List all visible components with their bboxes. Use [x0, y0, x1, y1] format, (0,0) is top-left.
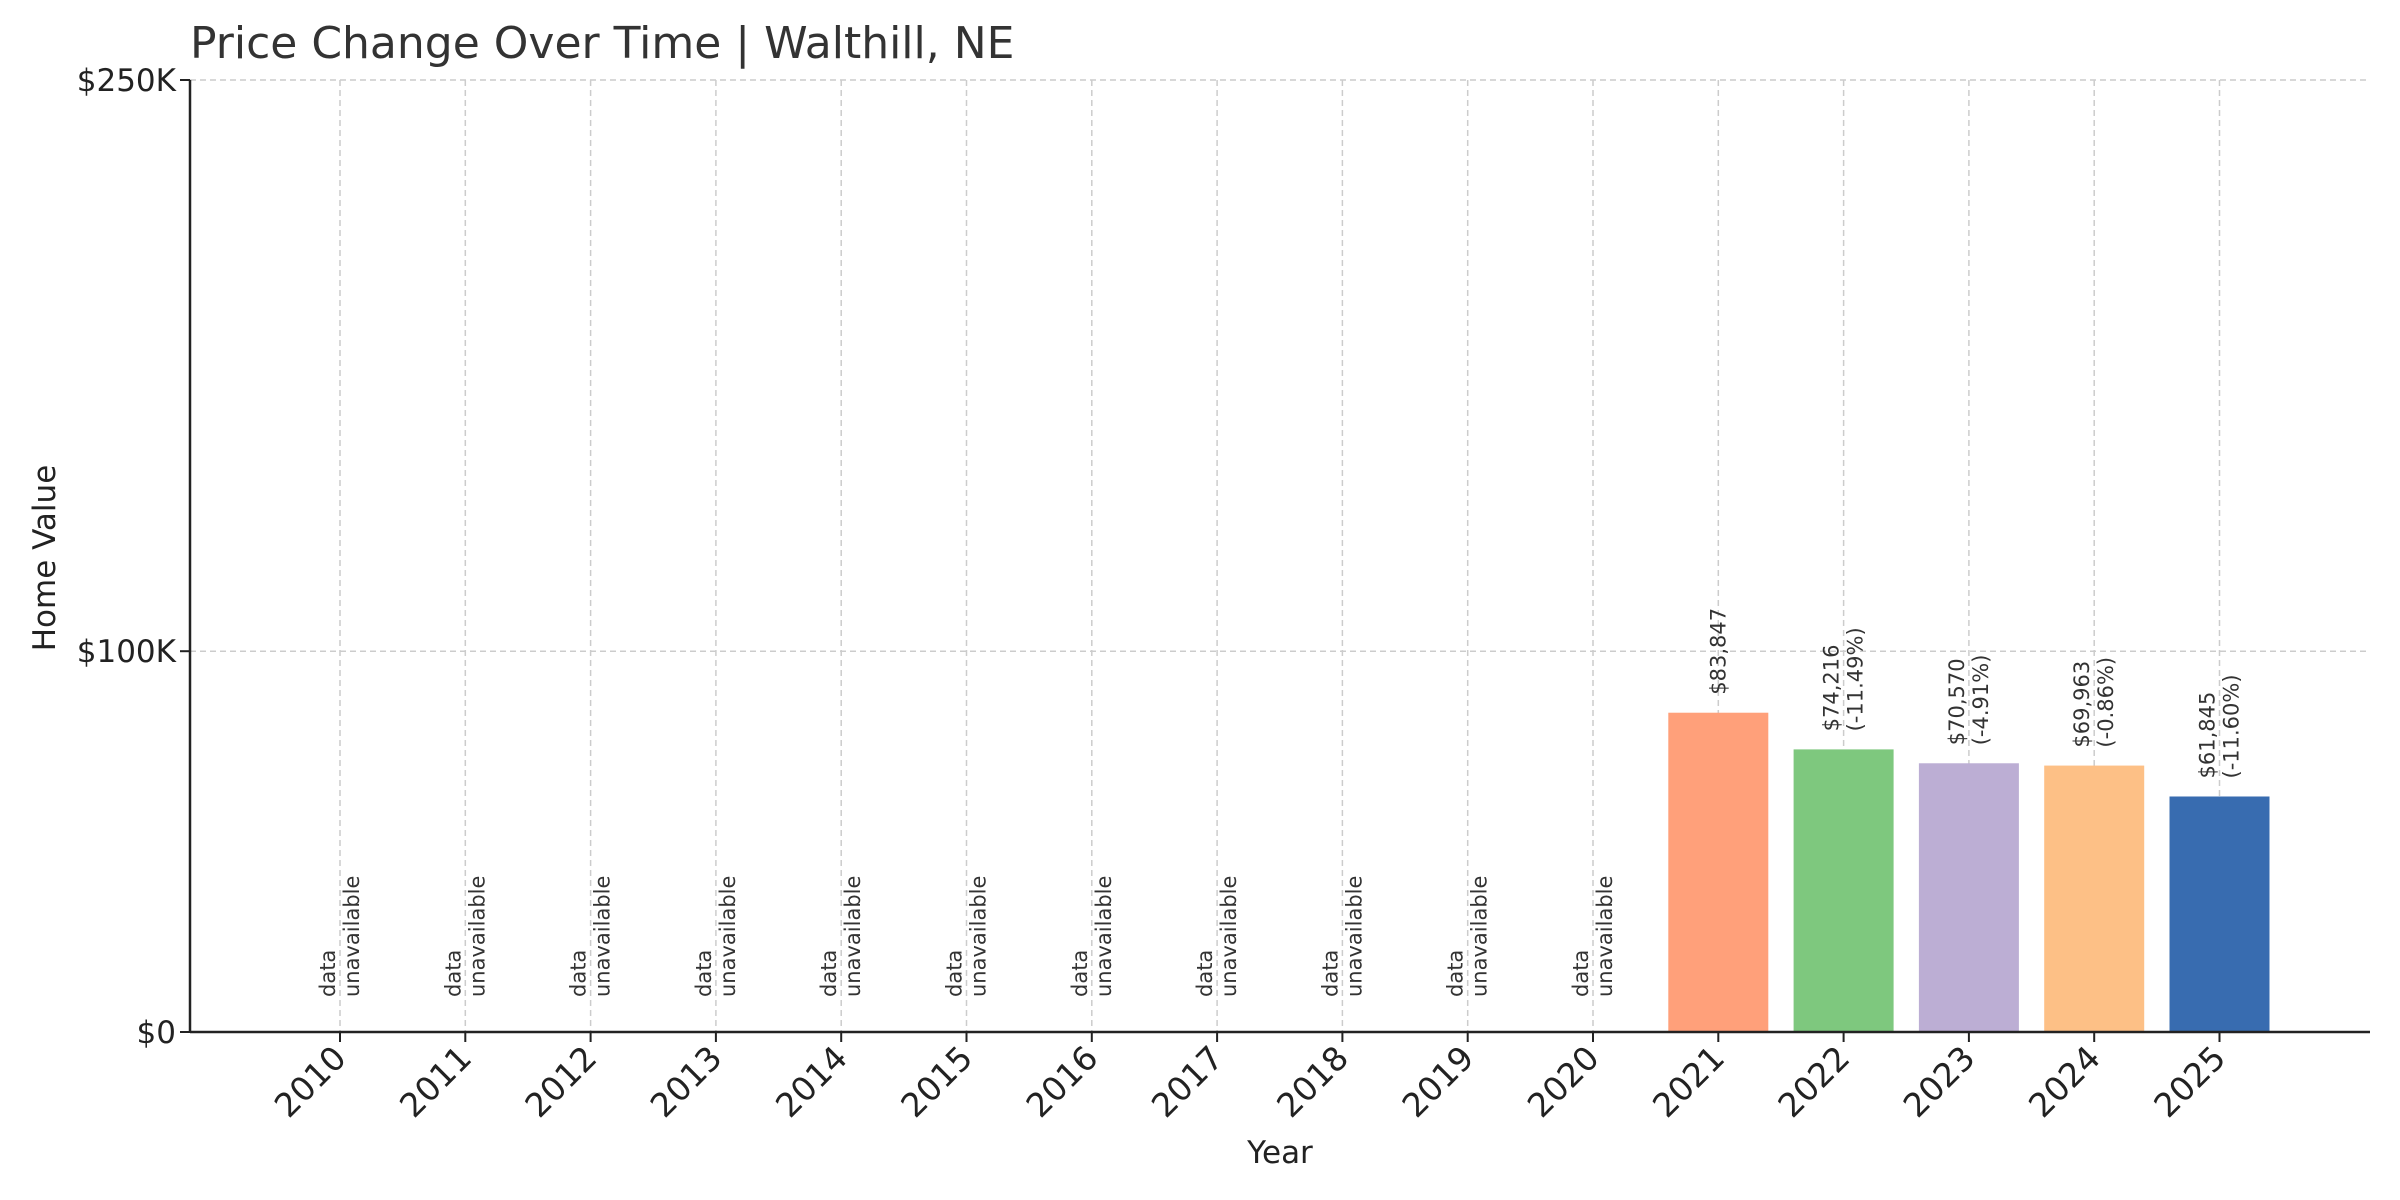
value-label: unavailable — [1593, 876, 1617, 997]
value-label: data — [441, 950, 465, 997]
value-label: (-11.60%) — [2220, 674, 2244, 778]
value-label: data — [1318, 950, 1342, 997]
value-label: data — [567, 950, 591, 997]
value-label: data — [817, 950, 841, 997]
x-tick-label: 2019 — [1394, 1038, 1481, 1125]
value-label: unavailable — [1217, 876, 1241, 997]
x-tick-label: 2014 — [768, 1038, 855, 1125]
y-tick-labels: $0 $100K $250K — [77, 63, 177, 1051]
x-tick-label: 2011 — [392, 1038, 479, 1125]
x-tick-label: 2010 — [267, 1038, 354, 1125]
value-label: unavailable — [1092, 876, 1116, 997]
value-label: unavailable — [1468, 876, 1492, 997]
value-label: (-11.49%) — [1844, 627, 1868, 731]
x-tick-labels: 2010 2011 2012 2013 2014 2015 2016 2017 2018 2019… — [267, 1038, 2233, 1125]
value-label: data — [1569, 950, 1593, 997]
value-label: data — [1444, 950, 1468, 997]
x-tick-label: 2018 — [1269, 1038, 1356, 1125]
bar — [1918, 763, 2019, 1032]
x-tick-label: 2023 — [1896, 1038, 1983, 1125]
value-label: unavailable — [340, 876, 364, 997]
x-axis-label: Year — [1246, 1135, 1313, 1171]
x-tick-label: 2016 — [1018, 1038, 1105, 1125]
bars — [1668, 712, 2270, 1032]
value-label: unavailable — [591, 876, 615, 997]
x-tick-label: 2025 — [2146, 1038, 2233, 1125]
y-tick-label: $0 — [137, 1015, 176, 1051]
value-label: unavailable — [1342, 876, 1366, 997]
chart-title: Price Change Over Time | Walthill, NE — [190, 18, 1015, 69]
grid-lines — [190, 79, 2370, 1032]
bar — [1668, 712, 1769, 1032]
bar — [2169, 796, 2270, 1032]
value-label: data — [692, 950, 716, 997]
y-tick-label: $250K — [77, 63, 177, 99]
x-tick-label: 2013 — [643, 1038, 730, 1125]
value-label: data — [943, 950, 967, 997]
x-tick-label: 2020 — [1520, 1038, 1607, 1125]
value-label: (-4.91%) — [1969, 655, 1993, 746]
axes — [180, 79, 2370, 1042]
y-tick-label: $100K — [77, 634, 177, 670]
value-label: $69,963 — [2070, 661, 2094, 748]
value-label: data — [1193, 950, 1217, 997]
y-axis-label: Home Value — [27, 465, 63, 652]
x-tick-label: 2022 — [1770, 1038, 1857, 1125]
value-label: (-0.86%) — [2094, 657, 2118, 748]
x-tick-label: 2024 — [2021, 1038, 2108, 1125]
value-label: unavailable — [841, 876, 865, 997]
value-label: $61,845 — [2196, 692, 2220, 779]
value-label: $74,216 — [1820, 645, 1844, 732]
bar — [1793, 749, 1894, 1032]
value-label: $70,570 — [1945, 658, 1969, 745]
value-label: unavailable — [465, 876, 489, 997]
x-tick-label: 2017 — [1144, 1038, 1231, 1125]
value-label: unavailable — [967, 876, 991, 997]
value-label: data — [1068, 950, 1092, 997]
value-label: data — [316, 950, 340, 997]
x-tick-label: 2021 — [1645, 1038, 1732, 1125]
value-label: $83,847 — [1706, 608, 1730, 695]
value-labels: data unavailable data unavailable data unavai… — [316, 608, 2244, 997]
value-label: unavailable — [716, 876, 740, 997]
x-tick-label: 2015 — [893, 1038, 980, 1125]
bar — [2044, 765, 2145, 1032]
x-tick-label: 2012 — [517, 1038, 604, 1125]
